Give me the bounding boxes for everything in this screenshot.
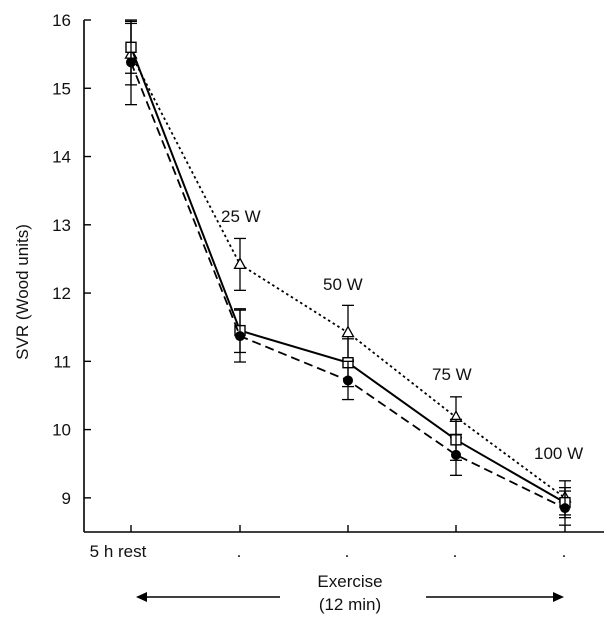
y-tick-label: 16 <box>52 11 71 30</box>
y-tick-label: 9 <box>62 489 71 508</box>
y-tick-label: 12 <box>52 284 71 303</box>
data-point <box>126 57 136 68</box>
x-tick-label: . <box>237 542 242 561</box>
series-2 <box>125 20 571 519</box>
exercise-duration-label: (12 min) <box>319 595 381 614</box>
x-tick-label: . <box>345 542 350 561</box>
data-point <box>451 449 461 460</box>
axes: 9 10 11 12 13 14 15 16 5 h rest.... <box>52 11 604 561</box>
y-tick-label: 13 <box>52 216 71 235</box>
annotation-75w: 75 W <box>432 365 472 384</box>
y-tick-label: 10 <box>52 421 71 440</box>
y-axis-title: SVR (Wood units) <box>13 224 32 360</box>
data-point <box>560 503 570 514</box>
data-point <box>341 325 355 338</box>
x-tick-label: . <box>453 542 458 561</box>
annotation-25w: 25 W <box>221 207 261 226</box>
series-layer <box>124 19 572 526</box>
exercise-arrow-left <box>136 592 280 602</box>
exercise-label: Exercise <box>317 572 382 591</box>
annotation-100w: 100 W <box>534 444 583 463</box>
y-tick-label: 11 <box>53 352 71 371</box>
y-tick-label: 15 <box>52 79 71 98</box>
series-3 <box>125 19 571 526</box>
data-point <box>233 257 247 270</box>
annotation-50w: 50 W <box>323 275 363 294</box>
y-tick-label: 14 <box>52 148 71 167</box>
data-point <box>343 375 353 386</box>
exercise-arrow-right <box>426 592 564 602</box>
x-tick-label: . <box>562 542 567 561</box>
x-tick-label: 5 h rest <box>90 542 147 561</box>
series-1 <box>124 22 572 516</box>
data-point <box>235 331 245 342</box>
